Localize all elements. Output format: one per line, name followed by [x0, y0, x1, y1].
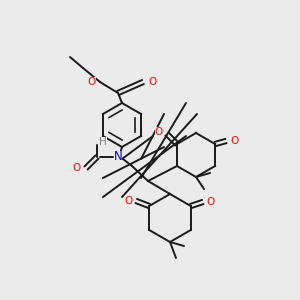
Text: O: O: [88, 77, 96, 87]
Text: O: O: [207, 197, 215, 207]
Text: O: O: [155, 127, 163, 137]
Text: H: H: [99, 137, 107, 147]
Text: O: O: [230, 136, 238, 146]
Text: N: N: [114, 151, 122, 164]
Text: O: O: [73, 163, 81, 173]
Text: O: O: [124, 196, 132, 206]
Text: O: O: [148, 77, 156, 87]
